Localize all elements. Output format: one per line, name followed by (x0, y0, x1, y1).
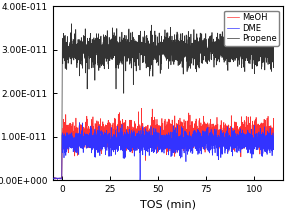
Propene (272, 48, 275, 51)
MeOH (56, 178, 59, 181)
Propene (266, 39, 270, 42)
Propene (245, 42, 248, 44)
Propene (54, 178, 58, 180)
MeOH (52, 177, 55, 180)
Propene (52, 177, 55, 180)
MeOH (123, 129, 126, 131)
MeOH (139, 142, 143, 144)
Line: DME: DME (53, 123, 274, 180)
Propene (168, 60, 171, 62)
DME (78, 121, 81, 124)
Propene (70, 22, 73, 25)
MeOH (190, 138, 193, 140)
DME (139, 149, 143, 152)
Propene (123, 53, 127, 56)
DME (123, 137, 126, 140)
MeOH (168, 135, 171, 138)
MeOH (140, 107, 143, 110)
DME (245, 147, 248, 149)
DME (272, 148, 275, 150)
X-axis label: TOS (min): TOS (min) (140, 200, 196, 210)
Propene (190, 45, 193, 47)
DME (52, 177, 55, 180)
Line: Propene: Propene (53, 24, 274, 179)
Legend: MeOH, DME, Propene: MeOH, DME, Propene (224, 11, 279, 46)
DME (138, 179, 142, 181)
Propene (139, 50, 143, 53)
MeOH (272, 147, 275, 149)
MeOH (245, 134, 248, 136)
DME (190, 149, 193, 152)
Line: MeOH: MeOH (53, 108, 274, 180)
MeOH (266, 127, 270, 130)
DME (168, 137, 171, 140)
DME (266, 132, 270, 134)
